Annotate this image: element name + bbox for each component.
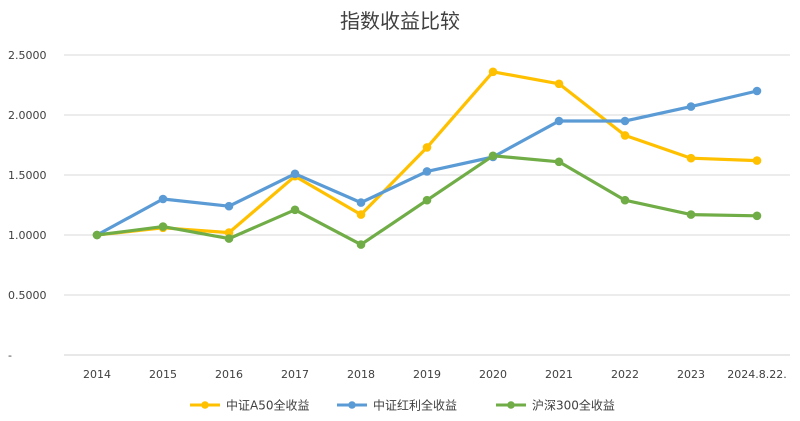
data-point: [620, 116, 630, 126]
data-point: [686, 210, 696, 219]
x-tick-label: 2015: [149, 368, 177, 381]
x-axis-ticks: 2014 2015 2016 2017 2018 2019 2020 2021 2022 2023…: [83, 368, 787, 381]
data-point: [356, 210, 366, 219]
legend-swatch-marker: [507, 401, 515, 409]
y-axis-ticks: - 0.5000 1.0000 1.5000 2.0000 2.5000: [8, 49, 47, 362]
data-point: [356, 198, 366, 207]
series-line: [95, 89, 759, 237]
x-tick-label: 2024.8.22.: [727, 368, 786, 381]
data-point: [620, 131, 630, 140]
series-line: [95, 70, 759, 237]
x-tick-label: 2019: [413, 368, 441, 381]
data-point: [290, 169, 300, 179]
legend-item: 沪深300全收益: [496, 398, 615, 413]
data-point: [752, 211, 762, 221]
x-tick-label: 2022: [611, 368, 639, 381]
legend-swatch-marker: [348, 401, 356, 409]
data-point: [620, 195, 630, 205]
legend-item: 中证A50全收益: [190, 398, 309, 413]
legend-label: 中证红利全收益: [373, 398, 457, 413]
legend-label: 中证A50全收益: [226, 398, 309, 413]
x-tick-label: 2018: [347, 368, 375, 381]
data-point: [752, 156, 762, 165]
data-point: [686, 102, 696, 111]
data-point: [488, 151, 498, 161]
data-point: [422, 167, 432, 176]
legend: 中证A50全收益 中证红利全收益 沪深300全收益: [190, 398, 615, 413]
x-tick-label: 2020: [479, 368, 507, 381]
x-tick-label: 2016: [215, 368, 243, 381]
y-tick-label: 2.5000: [8, 49, 47, 62]
series-group: [92, 67, 762, 249]
series-3: [92, 151, 762, 249]
data-point: [158, 194, 168, 204]
data-point: [422, 195, 432, 205]
data-point: [554, 157, 564, 167]
data-point: [92, 230, 102, 240]
y-tick-label: 1.5000: [8, 169, 47, 182]
gridlines: [64, 54, 790, 356]
data-point: [686, 153, 696, 163]
data-point: [422, 143, 432, 152]
legend-item: 中证红利全收益: [337, 398, 457, 413]
legend-label: 沪深300全收益: [532, 398, 615, 413]
x-tick-label: 2021: [545, 368, 573, 381]
data-point: [554, 79, 564, 89]
y-tick-label: -: [8, 349, 12, 362]
data-point: [356, 240, 366, 249]
series-1: [92, 67, 762, 240]
x-tick-label: 2023: [677, 368, 705, 381]
data-point: [158, 222, 168, 231]
x-tick-label: 2014: [83, 368, 111, 381]
data-point: [488, 67, 498, 77]
y-tick-label: 2.0000: [8, 109, 47, 122]
data-point: [224, 234, 234, 243]
x-tick-label: 2017: [281, 368, 309, 381]
data-point: [752, 86, 762, 96]
legend-swatch-marker: [201, 401, 209, 409]
y-tick-label: 0.5000: [8, 289, 47, 302]
series-2: [92, 86, 762, 240]
y-tick-label: 1.0000: [8, 229, 47, 242]
data-point: [224, 201, 234, 211]
chart-title: 指数收益比较: [340, 9, 460, 33]
data-point: [290, 205, 300, 215]
data-point: [554, 116, 564, 126]
